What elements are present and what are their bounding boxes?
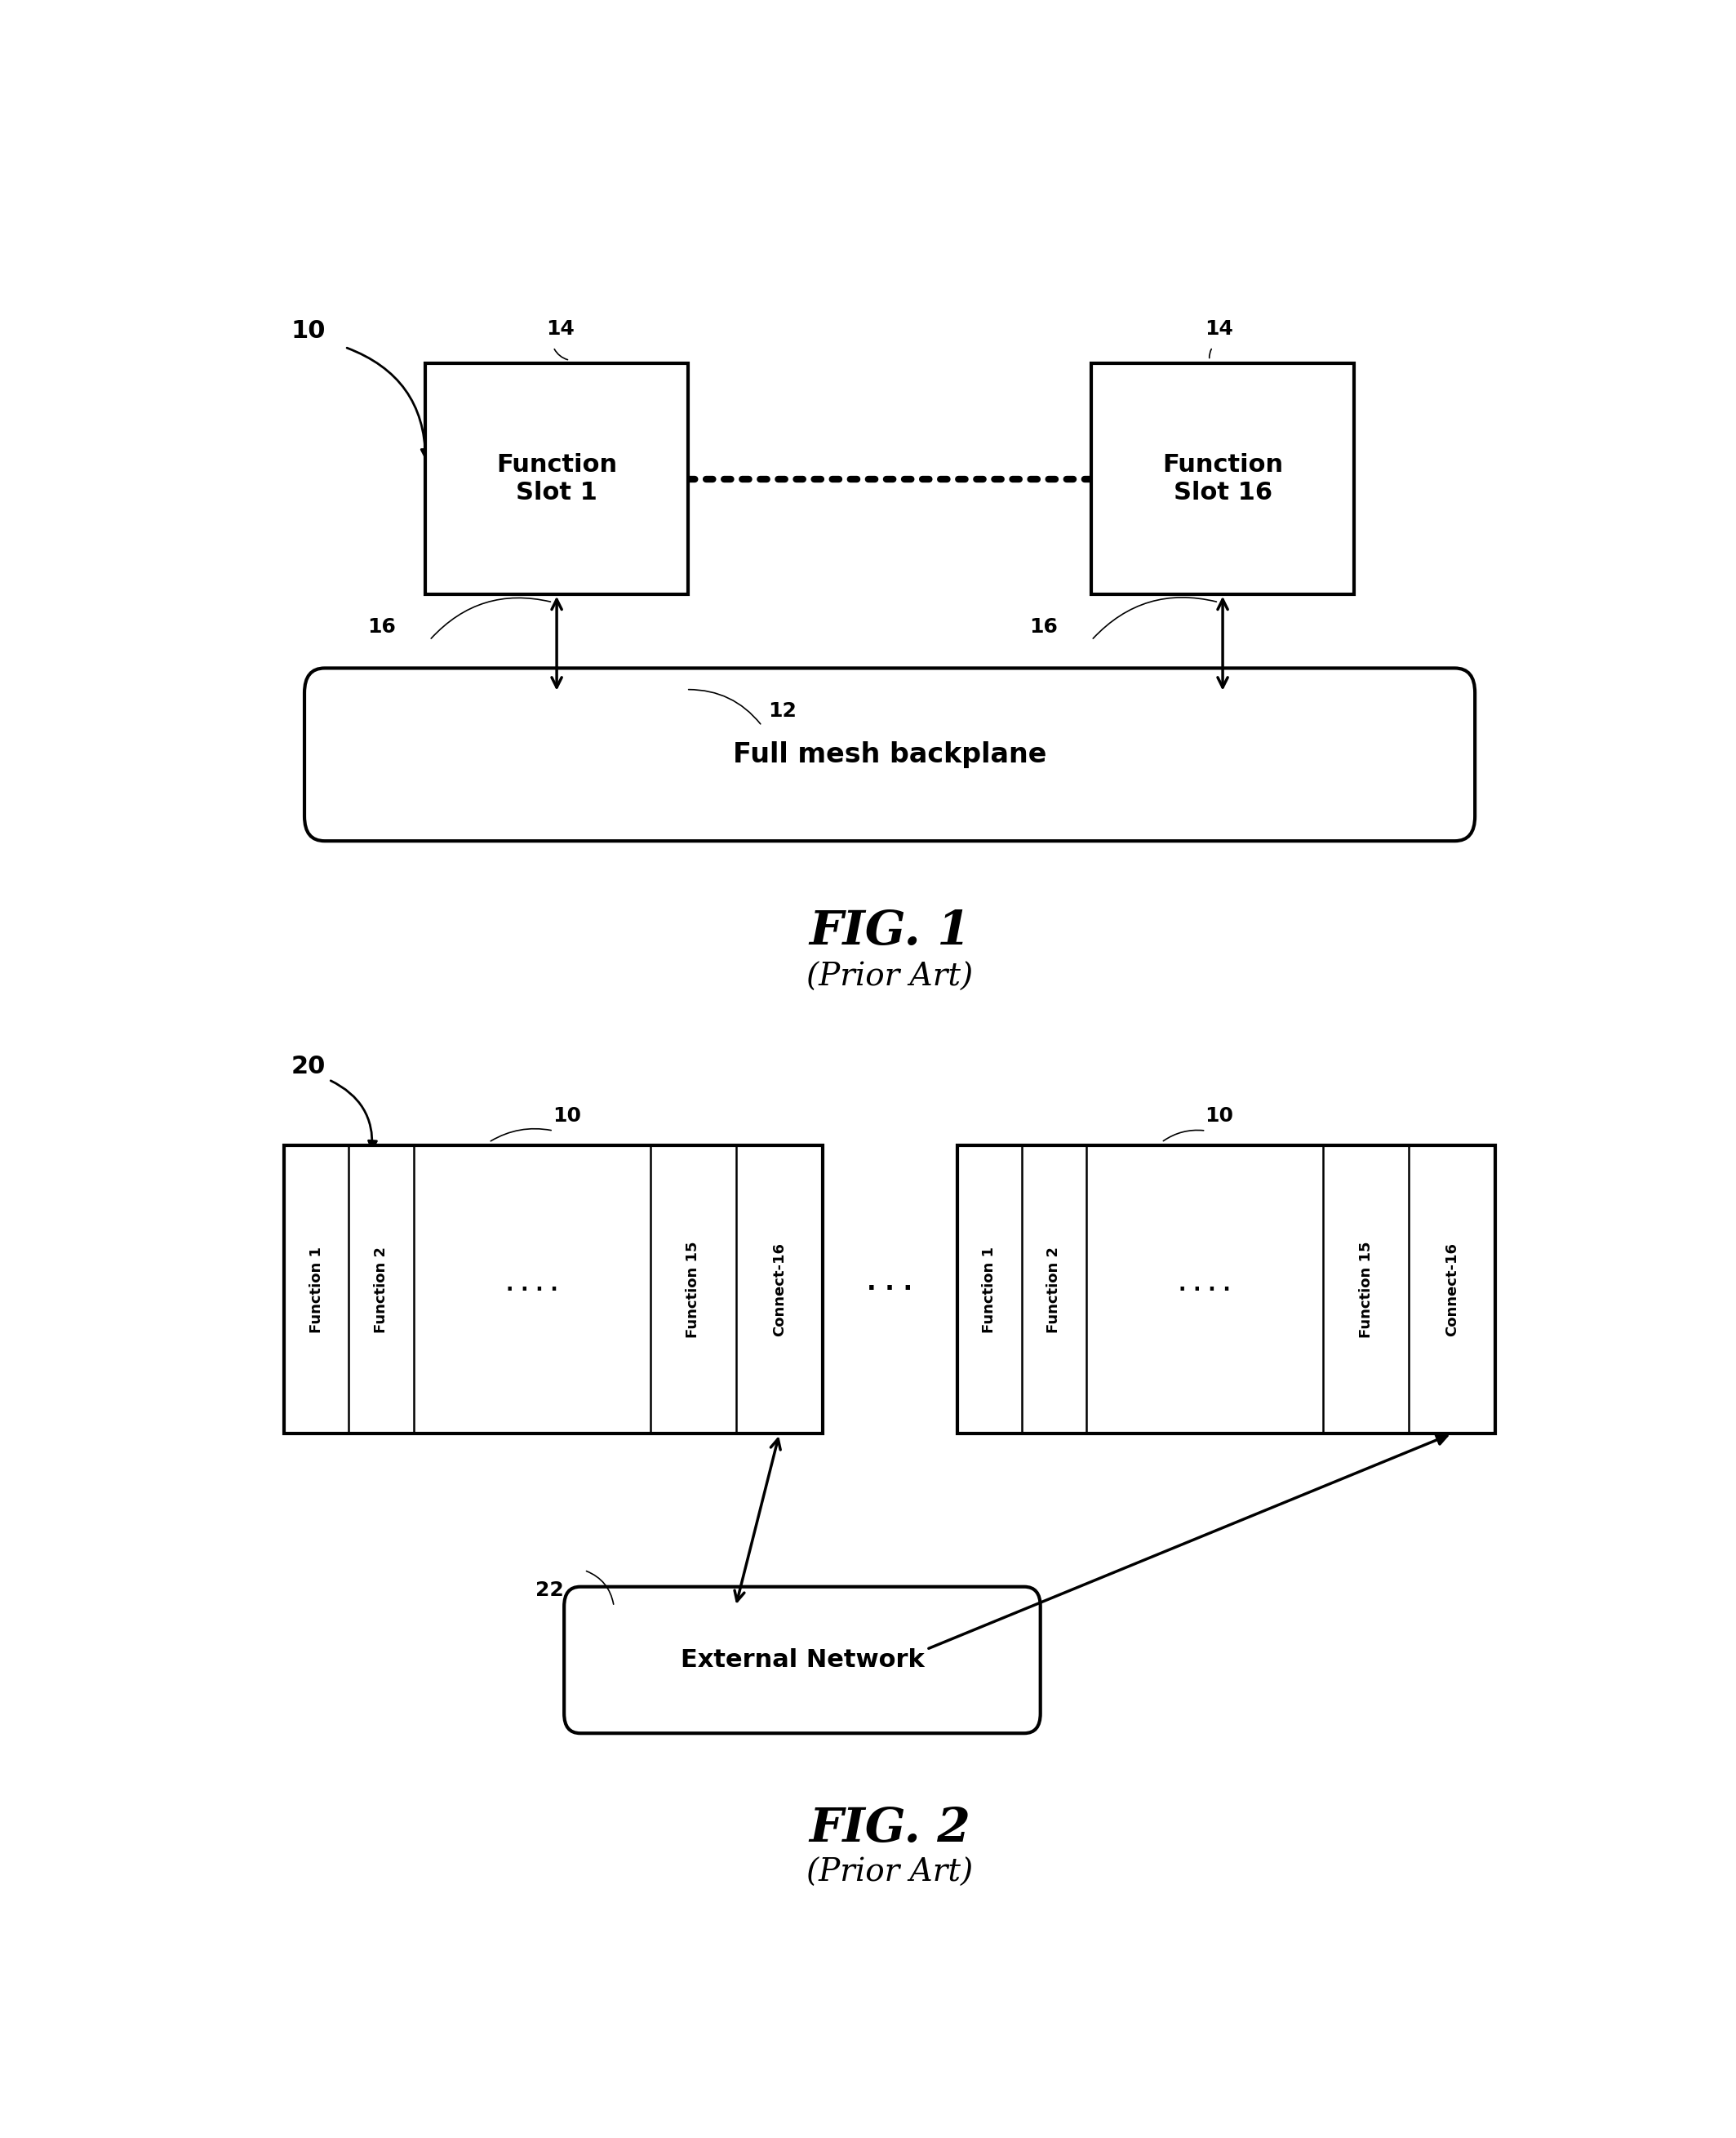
FancyBboxPatch shape <box>957 1146 1495 1435</box>
Text: 10: 10 <box>552 1105 582 1127</box>
Text: 14: 14 <box>1205 319 1234 338</box>
Text: 16: 16 <box>1029 618 1057 637</box>
Text: Function 2: Function 2 <box>373 1246 389 1332</box>
Text: 20: 20 <box>292 1054 326 1078</box>
Text: Connect-16: Connect-16 <box>773 1242 786 1336</box>
FancyBboxPatch shape <box>285 1146 823 1435</box>
Text: 10: 10 <box>292 319 326 342</box>
Text: Connect-16: Connect-16 <box>1444 1242 1460 1336</box>
Text: FIG. 2: FIG. 2 <box>809 1807 970 1852</box>
Text: Function 15: Function 15 <box>686 1242 701 1338</box>
Text: FIG. 1: FIG. 1 <box>809 909 970 954</box>
Text: Function
Slot 16: Function Slot 16 <box>1161 453 1283 505</box>
Text: 12: 12 <box>767 701 797 721</box>
Text: · · · ·: · · · · <box>1179 1281 1231 1300</box>
Text: Full mesh backplane: Full mesh backplane <box>733 742 1047 768</box>
Text: · · · ·: · · · · <box>505 1281 557 1300</box>
Text: Function 1: Function 1 <box>309 1246 325 1332</box>
Text: 10: 10 <box>1205 1105 1234 1127</box>
FancyBboxPatch shape <box>564 1586 1040 1734</box>
FancyBboxPatch shape <box>304 669 1476 840</box>
Text: Function 15: Function 15 <box>1359 1242 1373 1338</box>
FancyBboxPatch shape <box>1092 363 1354 594</box>
Text: 16: 16 <box>368 618 396 637</box>
FancyBboxPatch shape <box>425 363 687 594</box>
Text: · · ·: · · · <box>866 1279 913 1302</box>
Text: Function 2: Function 2 <box>1047 1246 1061 1332</box>
Text: External Network: External Network <box>681 1648 924 1672</box>
Text: (Prior Art): (Prior Art) <box>807 962 972 992</box>
Text: 22: 22 <box>536 1580 564 1599</box>
Text: (Prior Art): (Prior Art) <box>807 1858 972 1888</box>
Text: Function 1: Function 1 <box>983 1246 996 1332</box>
Text: Function
Slot 1: Function Slot 1 <box>496 453 618 505</box>
Text: 14: 14 <box>545 319 575 338</box>
